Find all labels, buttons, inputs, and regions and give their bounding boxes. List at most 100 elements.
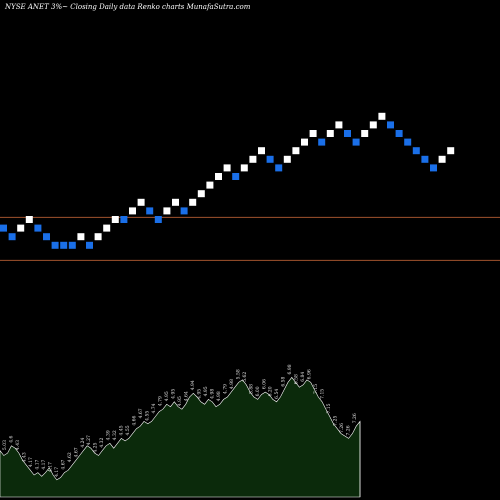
renko-brick <box>8 233 16 241</box>
renko-brick <box>344 130 351 137</box>
volume-label: 6.96 <box>307 369 313 379</box>
renko-brick <box>352 138 360 146</box>
renko-brick <box>215 173 222 180</box>
volume-label: 4.24 <box>80 437 86 447</box>
renko-brick <box>120 216 128 223</box>
volume-label: 4.95 <box>164 391 170 401</box>
renko-brick <box>51 241 59 249</box>
renko-brick <box>25 216 33 223</box>
renko-brick <box>369 121 377 129</box>
renko-brick <box>146 207 154 215</box>
renko-brick <box>34 224 42 232</box>
chart-title: NYSE ANET 3%~ Closing Daily data Renko c… <box>4 3 251 11</box>
renko-brick <box>129 207 136 215</box>
renko-brick <box>412 147 420 155</box>
renko-brick <box>137 198 145 206</box>
renko-brick <box>275 164 283 172</box>
renko-brick <box>292 147 300 155</box>
renko-brick <box>232 173 240 180</box>
renko-brick <box>189 198 197 206</box>
renko-brick <box>206 181 214 189</box>
renko-brick <box>361 130 369 137</box>
renko-brick <box>43 233 50 241</box>
volume-label: 4.95 <box>196 389 202 399</box>
volume-label: 7.26 <box>339 423 345 433</box>
renko-brick <box>17 224 25 232</box>
renko-brick <box>318 138 326 146</box>
renko-brick <box>77 233 85 241</box>
volume-label: 4.74 <box>151 403 157 413</box>
renko-brick <box>309 130 317 137</box>
volume-label: 7.26 <box>346 425 352 435</box>
renko-brick <box>197 190 205 198</box>
renko-brick <box>172 198 179 206</box>
volume-label: 4.79 <box>222 384 228 394</box>
volume-label: 4.98 <box>209 389 215 399</box>
renko-brick <box>430 164 437 172</box>
renko-brick <box>283 155 291 163</box>
renko-brick <box>447 147 455 155</box>
renko-brick <box>266 155 274 163</box>
renko-brick <box>163 207 171 215</box>
volume-label: 6.54 <box>274 389 280 399</box>
volume-label: 4.55 <box>145 411 151 421</box>
volume-label: 7.26 <box>352 413 358 423</box>
renko-brick <box>86 241 93 249</box>
volume-label: 7.15 <box>313 384 319 394</box>
renko-brick <box>395 130 403 137</box>
renko-brick <box>240 164 248 172</box>
volume-profile <box>0 376 361 498</box>
volume-label: 4.43 <box>21 452 27 462</box>
volume-labels: 5.034.64.434.43 4.17 4.17 4.17 4.17 4.174.674… <box>2 364 358 477</box>
volume-label: 6.58 <box>281 376 287 386</box>
volume-label: 5.62 <box>242 372 248 382</box>
volume-label: 4.17 <box>34 459 40 469</box>
volume-label: 5.88 <box>248 384 254 394</box>
renko-brick <box>68 241 76 249</box>
volume-label: 4.98 <box>229 379 235 389</box>
renko-brick <box>0 224 7 232</box>
volume-label: 6.58 <box>294 374 300 384</box>
renko-brick <box>154 216 162 223</box>
volume-label: 4.45 <box>119 425 125 435</box>
volume-label: 4.17 <box>54 467 60 477</box>
renko-brick <box>335 121 343 129</box>
volume-label: 4.95 <box>177 396 183 406</box>
volume-label: 4.27 <box>86 435 92 445</box>
renko-brick <box>111 216 119 223</box>
volume-label: 7.15 <box>320 389 326 399</box>
volume-label: 4.39 <box>106 430 112 440</box>
renko-brick <box>301 138 308 146</box>
volume-label: 4.17 <box>47 462 53 472</box>
volume-label: 4.62 <box>67 452 73 462</box>
volume-label: 4.17 <box>41 459 47 469</box>
volume-label: 6.98 <box>287 364 293 374</box>
renko-brick <box>421 155 429 163</box>
renko-brick <box>180 207 188 215</box>
renko-brick <box>94 233 102 241</box>
volume-label: 4.6 <box>8 435 14 442</box>
volume-label: 4.55 <box>125 425 131 435</box>
volume-label: 7.15 <box>326 403 332 413</box>
volume-label: 4.43 <box>15 440 21 450</box>
volume-label: 4.98 <box>216 391 222 401</box>
volume-label: 4.64 <box>183 391 189 401</box>
renko-brick <box>60 241 68 249</box>
volume-label: 4.32 <box>112 430 118 440</box>
renko-brick <box>387 121 394 129</box>
volume-label: 5.58 <box>235 369 241 379</box>
volume-label: 4.67 <box>60 459 66 469</box>
renko-brick <box>249 155 257 163</box>
volume-label: 4.67 <box>138 408 144 418</box>
volume-area <box>0 376 361 498</box>
volume-label: 7.25 <box>333 416 339 426</box>
volume-label: 4.67 <box>73 447 79 457</box>
volume-label: 4.95 <box>171 389 177 399</box>
volume-label: 6.00 <box>255 386 261 396</box>
volume-label: 4.32 <box>99 437 105 447</box>
volume-label: 4.79 <box>158 396 164 406</box>
volume-label: 4.17 <box>28 457 34 467</box>
volume-label: 5.03 <box>2 440 8 450</box>
